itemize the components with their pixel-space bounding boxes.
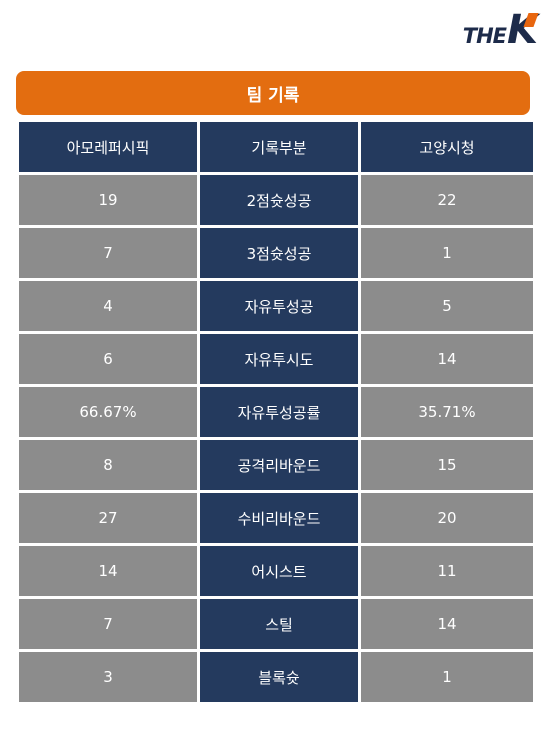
left-team-value: 66.67% — [19, 387, 197, 437]
header-team-left: 아모레퍼시픽 — [19, 122, 197, 172]
table-row: 7 스틸 14 — [19, 599, 533, 649]
table-row: 4 자유투성공 5 — [19, 281, 533, 331]
stat-category: 2점슛성공 — [200, 175, 358, 225]
right-team-value: 35.71% — [361, 387, 533, 437]
left-team-value: 6 — [19, 334, 197, 384]
left-team-value: 3 — [19, 652, 197, 702]
right-team-value: 14 — [361, 599, 533, 649]
table-row: 19 2점슛성공 22 — [19, 175, 533, 225]
left-team-value: 7 — [19, 228, 197, 278]
page-title: 팀 기록 — [246, 85, 300, 106]
header-category: 기록부분 — [200, 122, 358, 172]
right-team-value: 11 — [361, 546, 533, 596]
right-team-value: 14 — [361, 334, 533, 384]
stat-category: 3점슛성공 — [200, 228, 358, 278]
table-header-row: 아모레퍼시픽 기록부분 고양시청 — [19, 122, 533, 172]
left-team-value: 8 — [19, 440, 197, 490]
stat-category: 공격리바운드 — [200, 440, 358, 490]
left-team-value: 27 — [19, 493, 197, 543]
table-row: 8 공격리바운드 15 — [19, 440, 533, 490]
table-row: 6 자유투시도 14 — [19, 334, 533, 384]
table-row: 27 수비리바운드 20 — [19, 493, 533, 543]
left-team-value: 14 — [19, 546, 197, 596]
right-team-value: 1 — [361, 228, 533, 278]
stat-category: 스틸 — [200, 599, 358, 649]
stat-category: 수비리바운드 — [200, 493, 358, 543]
table-row: 66.67% 자유투성공률 35.71% — [19, 387, 533, 437]
stat-category: 어시스트 — [200, 546, 358, 596]
right-team-value: 15 — [361, 440, 533, 490]
table-row: 7 3점슛성공 1 — [19, 228, 533, 278]
brand-logo: THE K — [462, 10, 539, 50]
stat-category: 자유투시도 — [200, 334, 358, 384]
right-team-value: 5 — [361, 281, 533, 331]
right-team-value: 20 — [361, 493, 533, 543]
left-team-value: 7 — [19, 599, 197, 649]
logo-k-text: K — [507, 10, 539, 50]
header-team-right: 고양시청 — [361, 122, 533, 172]
page-title-banner: 팀 기록 — [16, 71, 530, 115]
right-team-value: 1 — [361, 652, 533, 702]
stat-category: 자유투성공 — [200, 281, 358, 331]
left-team-value: 4 — [19, 281, 197, 331]
left-team-value: 19 — [19, 175, 197, 225]
table-row: 14 어시스트 11 — [19, 546, 533, 596]
stat-category: 자유투성공률 — [200, 387, 358, 437]
stat-category: 블록슛 — [200, 652, 358, 702]
right-team-value: 22 — [361, 175, 533, 225]
table-row: 3 블록슛 1 — [19, 652, 533, 702]
team-stats-table: 아모레퍼시픽 기록부분 고양시청 19 2점슛성공 22 7 3점슛성공 1 4… — [16, 119, 536, 705]
logo-the-text: THE — [462, 24, 507, 48]
